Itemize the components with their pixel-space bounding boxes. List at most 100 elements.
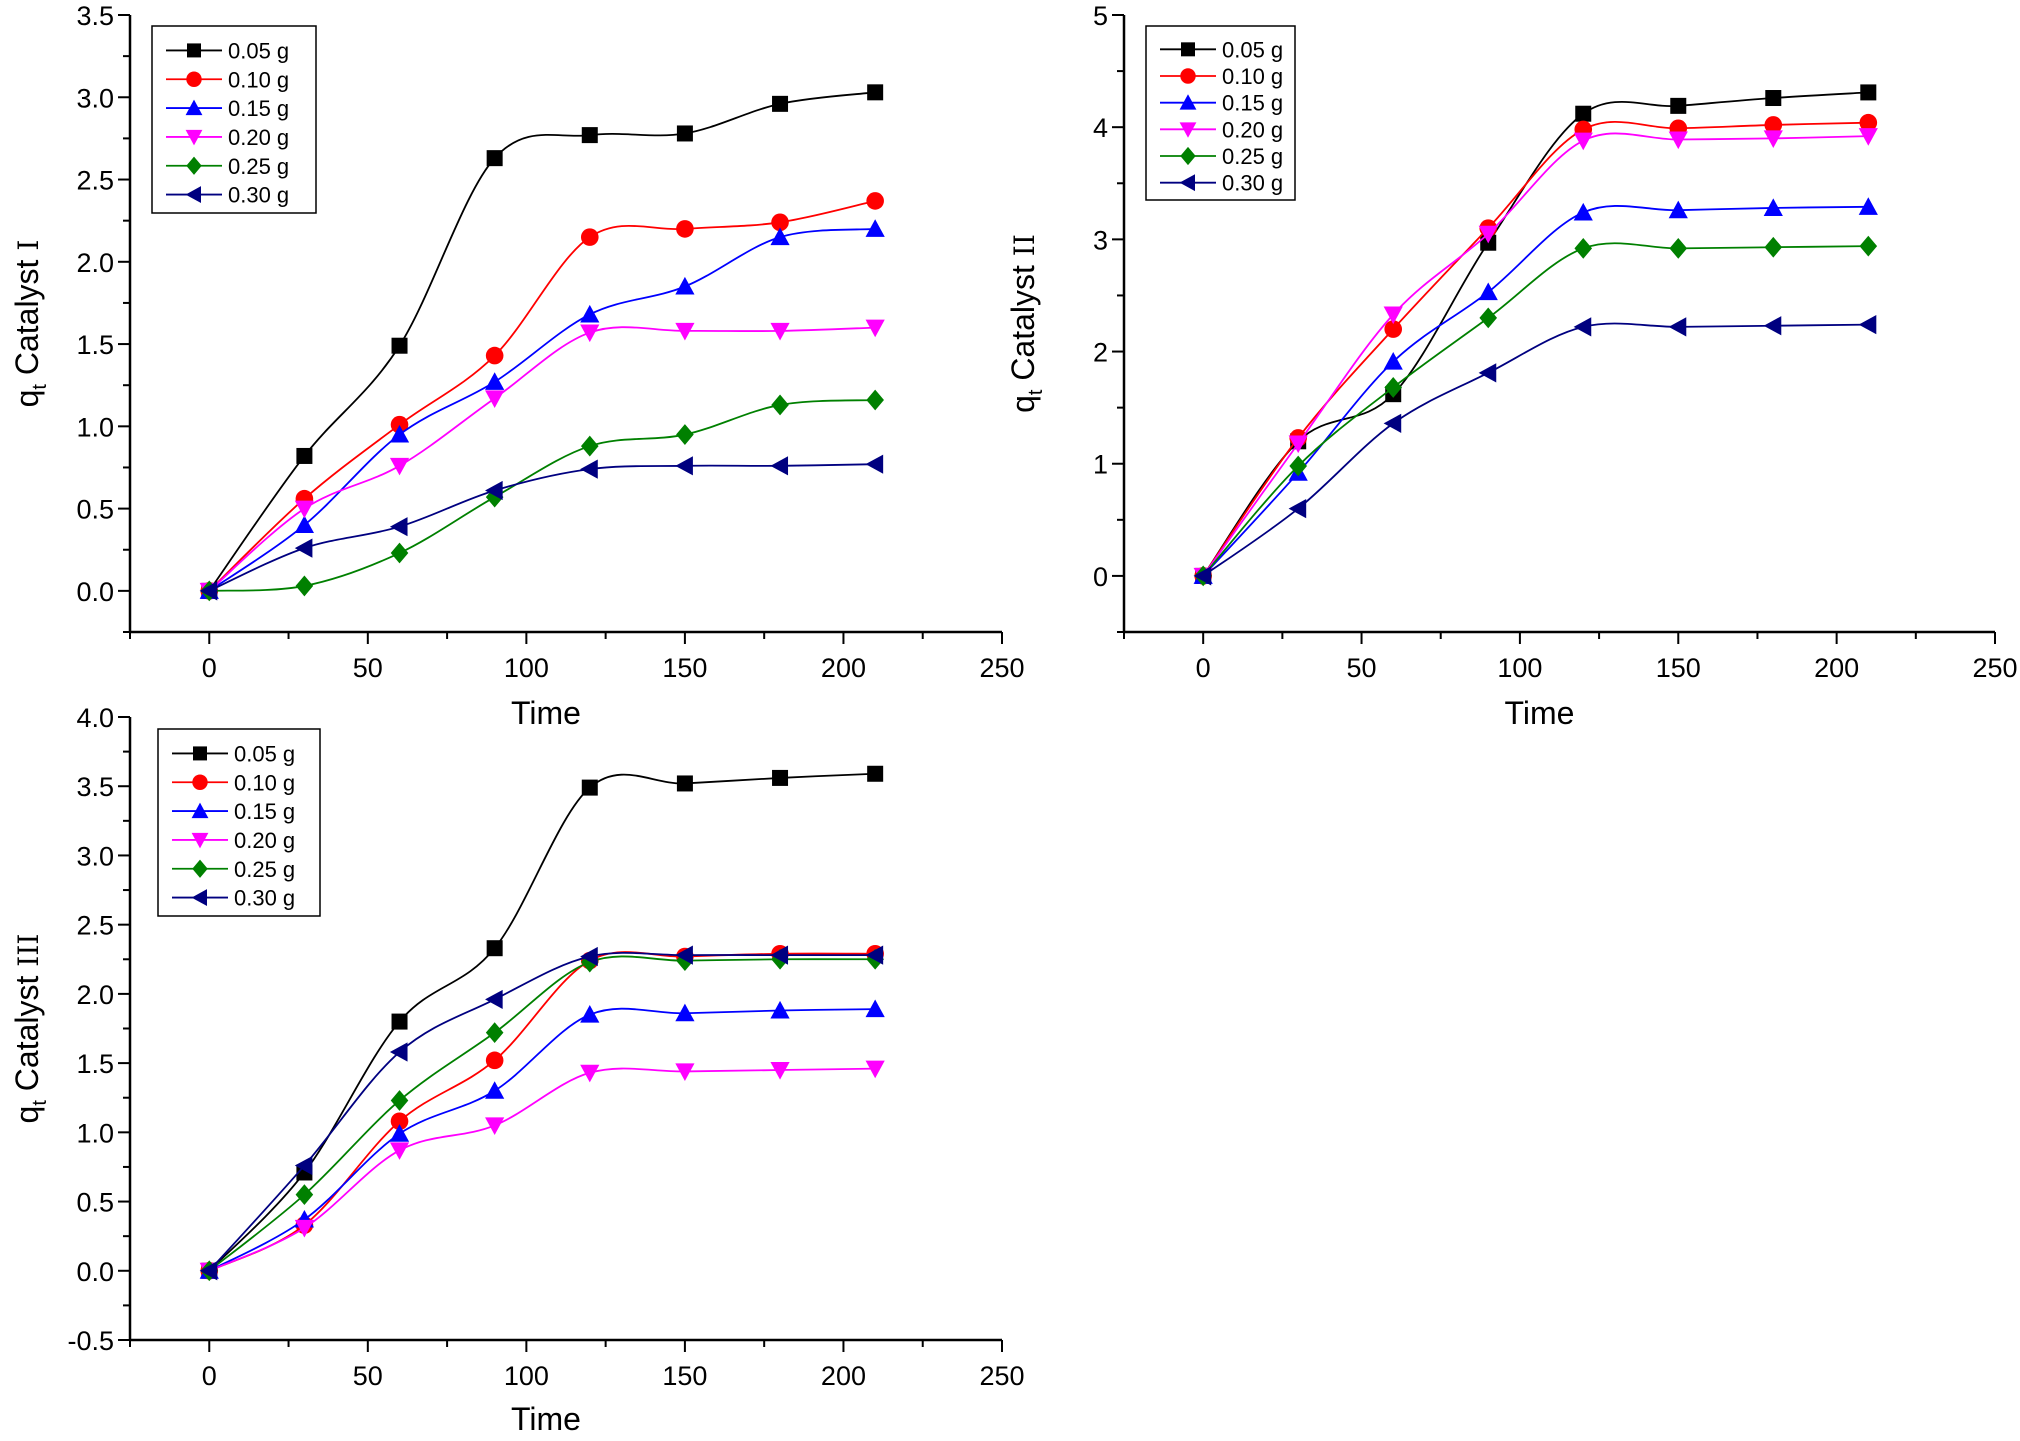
triangle-up-marker xyxy=(389,424,410,443)
diamond-marker xyxy=(1479,307,1498,329)
chart-panel-1: 0 50 100 150 200 250 0.0 0.5 1.0 1.5 2.0 2.5 3.0 3.5 T… xyxy=(9,1,1025,731)
y-title-q: q xyxy=(9,390,45,408)
x-tick-label: 150 xyxy=(662,1361,707,1391)
triangle-down-marker xyxy=(770,322,790,341)
triangle-up-marker xyxy=(1668,200,1688,219)
y-title-q: q xyxy=(9,1106,45,1124)
square-marker xyxy=(581,127,598,144)
triangle-down-marker xyxy=(1668,131,1688,150)
triangle-up-marker xyxy=(1763,198,1783,216)
diamond-marker xyxy=(1764,236,1783,258)
triangle-left-marker xyxy=(1763,316,1782,336)
series-030g xyxy=(199,454,884,601)
triangle-left-marker xyxy=(675,456,693,476)
triangle-down-marker xyxy=(389,457,410,476)
diamond-marker xyxy=(390,1090,409,1111)
circle-marker xyxy=(192,774,208,790)
y-title-catalyst: Catalyst xyxy=(9,251,45,384)
x-tick-label: 150 xyxy=(1656,653,1701,683)
triangle-left-marker xyxy=(770,456,789,476)
triangle-left-marker xyxy=(1179,174,1195,192)
square-marker xyxy=(391,337,408,354)
x-tick-label: 50 xyxy=(1347,653,1377,683)
x-tick-label: 0 xyxy=(1196,653,1211,683)
triangle-left-marker xyxy=(485,989,503,1010)
legend-label: 0.10 g xyxy=(234,770,295,795)
triangle-up-marker xyxy=(580,1005,600,1023)
diamond-marker xyxy=(390,542,409,564)
x-tick-label: 100 xyxy=(504,1361,549,1391)
diamond-marker xyxy=(186,156,202,175)
triangle-down-marker xyxy=(1383,306,1403,325)
triangle-left-marker xyxy=(1288,499,1307,519)
square-marker xyxy=(772,95,789,112)
legend-box xyxy=(1145,25,1296,201)
triangle-down-marker xyxy=(294,1219,314,1238)
legend-label: 0.10 g xyxy=(1222,64,1283,89)
triangle-down-marker xyxy=(865,319,885,338)
legend-label: 0.25 g xyxy=(1222,144,1283,169)
y-tick-label: 3.0 xyxy=(76,83,114,113)
triangle-left-marker xyxy=(865,945,884,965)
x-axis-title: Time xyxy=(1505,695,1575,731)
diamond-marker xyxy=(1859,235,1878,257)
triangle-left-marker xyxy=(580,946,598,967)
y-title-subscript: t xyxy=(1025,389,1047,395)
triangle-up-marker xyxy=(389,1124,410,1142)
x-tick-label: 150 xyxy=(662,653,707,683)
series-line xyxy=(1202,205,1869,577)
legend-label: 0.30 g xyxy=(234,886,295,911)
triangle-left-marker xyxy=(1478,363,1497,383)
legend-label: 0.10 g xyxy=(228,67,289,92)
x-tick-label: 200 xyxy=(1814,653,1859,683)
series-line xyxy=(208,227,876,592)
triangle-up-marker xyxy=(185,99,203,116)
y-title-subscript: t xyxy=(29,384,51,390)
y-tick-label: 0.0 xyxy=(76,1257,114,1287)
triangle-left-marker xyxy=(389,1042,408,1062)
x-axis-title: Time xyxy=(511,1401,581,1437)
triangle-left-marker xyxy=(580,459,598,479)
triangle-down-marker xyxy=(1573,132,1593,151)
y-title-subscript: t xyxy=(29,1100,51,1106)
y-title-catalyst: Catalyst xyxy=(9,967,45,1100)
legend: 0.05 g0.10 g0.15 g0.20 g0.25 g0.30 g xyxy=(157,728,321,917)
triangle-down-marker xyxy=(191,832,209,849)
circle-marker xyxy=(771,213,789,232)
series-line xyxy=(209,399,876,592)
legend-label: 0.15 g xyxy=(1222,91,1283,116)
x-tick-label: 0 xyxy=(202,653,217,683)
series-010g xyxy=(1194,113,1878,585)
diamond-marker xyxy=(676,424,694,445)
diamond-marker xyxy=(192,859,208,878)
triangle-up-marker xyxy=(1478,282,1498,301)
y-tick-label: 1.0 xyxy=(76,412,114,442)
triangle-up-marker xyxy=(865,999,885,1018)
circle-marker xyxy=(1180,68,1196,84)
circle-marker xyxy=(1384,320,1403,338)
legend-label: 0.05 g xyxy=(234,741,295,766)
x-tick-label: 50 xyxy=(353,1361,383,1391)
series-line xyxy=(1202,322,1869,577)
square-marker xyxy=(867,765,884,782)
y-title-catalyst: Catalyst xyxy=(1005,256,1041,389)
y-tick-label: 2.5 xyxy=(76,166,114,196)
square-marker xyxy=(581,779,598,796)
triangle-left-marker xyxy=(485,480,503,501)
square-marker xyxy=(296,447,313,464)
triangle-up-marker xyxy=(675,276,695,295)
legend: 0.05 g0.10 g0.15 g0.20 g0.25 g0.30 g xyxy=(1145,25,1296,201)
series-015g xyxy=(199,999,885,1279)
y-tick-label: 0.0 xyxy=(76,577,114,607)
series-005g xyxy=(201,84,884,599)
triangle-up-marker xyxy=(294,515,314,534)
chart-panel-2: 0 50 100 150 200 250 0 1 2 3 4 5 Time qt Catalyst II 0… xyxy=(1005,1,2018,731)
x-tick-label: 200 xyxy=(821,653,866,683)
diamond-marker xyxy=(771,394,789,416)
y-tick-label: -0.5 xyxy=(67,1326,114,1356)
x-tick-label: 100 xyxy=(1497,653,1542,683)
diamond-marker xyxy=(295,1184,314,1206)
circle-marker xyxy=(485,1051,504,1070)
x-tick-label: 50 xyxy=(353,653,383,683)
triangle-down-marker xyxy=(865,1060,885,1079)
